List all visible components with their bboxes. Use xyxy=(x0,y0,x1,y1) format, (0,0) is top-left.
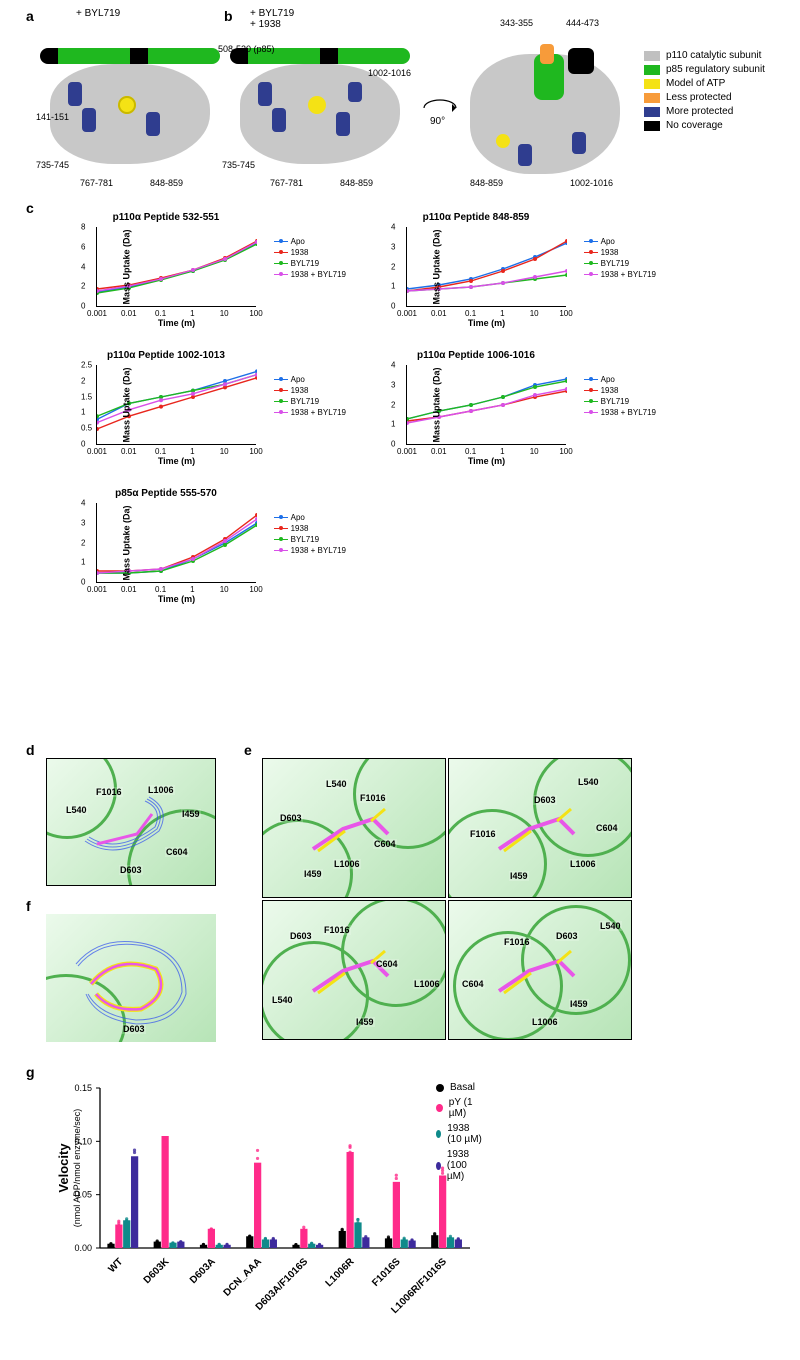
lbl: 141-151 xyxy=(36,112,69,122)
lbl: 444-473 xyxy=(566,18,599,28)
svg-text:DCN_AAA: DCN_AAA xyxy=(222,1256,264,1298)
lbl: 848-859 xyxy=(340,178,373,188)
svg-text:0.00: 0.00 xyxy=(74,1243,92,1253)
rotate-arrow: 90° xyxy=(420,90,460,120)
legend-item: p85 regulatory subunit xyxy=(644,64,765,75)
label-f: f xyxy=(26,898,31,914)
lbl: 735-745 xyxy=(222,160,255,170)
bar-chart-g: 0.000.050.100.15WTD603KD603ADCN_AAAD603A… xyxy=(56,1078,486,1358)
legend-item: More protected xyxy=(644,106,765,117)
svg-text:0.15: 0.15 xyxy=(74,1083,92,1093)
lbl: 508-520 (p85) xyxy=(218,44,275,54)
svg-text:F1016S: F1016S xyxy=(370,1256,403,1289)
svg-text:(nmol ADP/nmol enzyme/sec): (nmol ADP/nmol enzyme/sec) xyxy=(72,1109,82,1228)
chart: p110α Peptide 1002-101300.511.522.50.001… xyxy=(66,350,266,465)
lbl: 767-781 xyxy=(80,178,113,188)
legend-item: No coverage xyxy=(644,120,765,131)
lbl: 1002-1016 xyxy=(368,68,411,78)
struct-e-view: L540D603F1016C604L1006I459 xyxy=(262,900,446,1040)
svg-text:WT: WT xyxy=(106,1256,125,1275)
struct-b2 xyxy=(460,24,630,184)
lbl: 767-781 xyxy=(270,178,303,188)
svg-text:Velocity: Velocity xyxy=(56,1143,71,1193)
struct-e-view: L540D603F1016C604L1006I459 xyxy=(448,900,632,1040)
chart: p85α Peptide 555-570012340.0010.010.1110… xyxy=(66,488,266,603)
struct-e-view: L540D603F1016C604L1006I459 xyxy=(262,758,446,898)
svg-text:D603K: D603K xyxy=(142,1256,172,1286)
chart: p110α Peptide 1006-1016012340.0010.010.1… xyxy=(376,350,576,465)
legend-item: p110 catalytic subunit xyxy=(644,50,765,61)
legend-struct: p110 catalytic subunit p85 regulatory sub… xyxy=(644,50,765,134)
lbl: 1002-1016 xyxy=(570,178,613,188)
struct-d: L540 F1016 L1006 I459 C604 D603 xyxy=(46,758,216,886)
legend-item: Less protected xyxy=(644,92,765,103)
chart: p110α Peptide 848-859012340.0010.010.111… xyxy=(376,212,576,327)
lbl: 848-859 xyxy=(470,178,503,188)
label-d: d xyxy=(26,742,35,758)
struct-a xyxy=(40,24,220,174)
label-e: e xyxy=(244,742,252,758)
label-g: g xyxy=(26,1064,35,1080)
svg-text:L1006R: L1006R xyxy=(324,1256,357,1289)
chart: p110α Peptide 532-551024680.0010.010.111… xyxy=(66,212,266,327)
label-a: a xyxy=(26,8,34,24)
label-c: c xyxy=(26,200,34,216)
label-b: b xyxy=(224,8,233,24)
title-a: + BYL719 xyxy=(76,8,120,19)
lbl: 848-859 xyxy=(150,178,183,188)
struct-e-view: L540D603F1016C604L1006I459 xyxy=(448,758,632,898)
legend-item: Model of ATP xyxy=(644,78,765,89)
struct-f: D603 xyxy=(46,914,216,1042)
svg-text:D603A: D603A xyxy=(188,1256,218,1286)
lbl: 343-355 xyxy=(500,18,533,28)
lbl: 735-745 xyxy=(36,160,69,170)
